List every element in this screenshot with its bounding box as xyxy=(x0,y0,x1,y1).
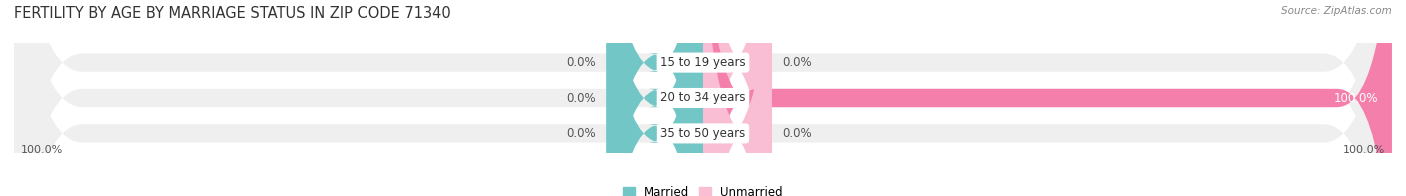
Text: 100.0%: 100.0% xyxy=(1334,92,1378,104)
Text: 35 to 50 years: 35 to 50 years xyxy=(661,127,745,140)
FancyBboxPatch shape xyxy=(606,0,703,196)
FancyBboxPatch shape xyxy=(703,0,772,196)
FancyBboxPatch shape xyxy=(703,0,1392,196)
FancyBboxPatch shape xyxy=(14,0,1392,196)
Text: 0.0%: 0.0% xyxy=(782,56,811,69)
Text: 20 to 34 years: 20 to 34 years xyxy=(661,92,745,104)
Legend: Married, Unmarried: Married, Unmarried xyxy=(619,182,787,196)
Text: 0.0%: 0.0% xyxy=(567,56,596,69)
FancyBboxPatch shape xyxy=(14,0,1392,196)
Text: 15 to 19 years: 15 to 19 years xyxy=(661,56,745,69)
Text: 100.0%: 100.0% xyxy=(1343,145,1385,155)
FancyBboxPatch shape xyxy=(14,0,1392,196)
FancyBboxPatch shape xyxy=(606,0,703,196)
Text: 0.0%: 0.0% xyxy=(567,92,596,104)
Text: FERTILITY BY AGE BY MARRIAGE STATUS IN ZIP CODE 71340: FERTILITY BY AGE BY MARRIAGE STATUS IN Z… xyxy=(14,6,451,21)
Text: Source: ZipAtlas.com: Source: ZipAtlas.com xyxy=(1281,6,1392,16)
Text: 100.0%: 100.0% xyxy=(21,145,63,155)
FancyBboxPatch shape xyxy=(606,0,703,196)
Text: 0.0%: 0.0% xyxy=(782,127,811,140)
Text: 0.0%: 0.0% xyxy=(567,127,596,140)
FancyBboxPatch shape xyxy=(703,0,772,196)
